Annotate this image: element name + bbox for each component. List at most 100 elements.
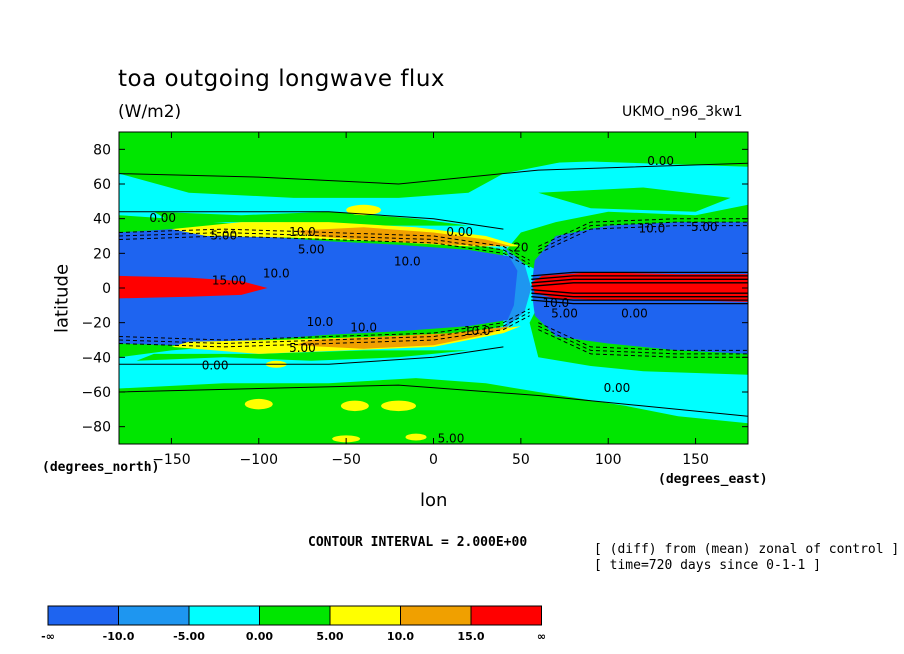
x-tick-label: 100 bbox=[595, 452, 622, 468]
contour-zero-n bbox=[119, 211, 504, 230]
x-tick-label: −150 bbox=[152, 452, 190, 468]
y-tick-label: −80 bbox=[81, 420, 111, 436]
y-tick-label: 40 bbox=[93, 212, 111, 228]
contour-label: 0.00 bbox=[621, 307, 648, 321]
contour-ne-1 bbox=[538, 221, 748, 251]
colorbar-label: 15.0 bbox=[457, 630, 484, 643]
contour-red-e2-1 bbox=[531, 292, 748, 298]
field-red-west bbox=[119, 275, 268, 299]
colorbar-swatch bbox=[47, 605, 119, 626]
contour-se-1 bbox=[538, 325, 748, 355]
contour-fill-layer bbox=[119, 132, 748, 444]
contour-label: 10.0 bbox=[639, 222, 666, 236]
colorbar-swatch bbox=[470, 605, 542, 626]
x-axis-label: lon bbox=[420, 490, 448, 511]
x-axis-units: (degrees_east) bbox=[658, 472, 768, 487]
colorbar-swatch bbox=[259, 605, 331, 626]
colorbar-label: -5.00 bbox=[173, 630, 205, 643]
contour-label: 10.0 bbox=[289, 225, 316, 239]
blob-yellow-2 bbox=[340, 400, 369, 412]
contour-n-1 bbox=[119, 231, 530, 265]
contour-ne-0 bbox=[538, 225, 748, 254]
contour-label: 10.0 bbox=[394, 255, 421, 269]
contour-n-0 bbox=[119, 235, 530, 268]
contour-s-1 bbox=[119, 311, 530, 345]
y-axis-units: (degrees_north) bbox=[42, 460, 160, 475]
contour-label: 5.00 bbox=[210, 229, 237, 243]
difference-note: [ (diff) from (mean) zonal of control ] bbox=[594, 542, 900, 557]
contour-se-0 bbox=[538, 322, 748, 351]
contour-red-e-1 bbox=[531, 278, 748, 284]
y-tick-label: 60 bbox=[93, 177, 111, 193]
field-green-mid-n bbox=[153, 211, 469, 226]
contour-label: 10.0 bbox=[350, 320, 377, 334]
contour-label: 0.00 bbox=[446, 225, 473, 239]
contour-s-0 bbox=[119, 308, 530, 341]
contour-label: 20 bbox=[513, 241, 528, 255]
contour-red-e2-0 bbox=[531, 289, 748, 294]
colorbar-label: 10.0 bbox=[387, 630, 414, 643]
blob-yellow-5 bbox=[405, 433, 427, 441]
field-green-south bbox=[119, 388, 748, 444]
field-orange-north bbox=[293, 227, 513, 247]
field-green-ne bbox=[538, 187, 731, 212]
blob-yellow-6 bbox=[346, 204, 382, 216]
model-name: UKMO_n96_3kw1 bbox=[622, 104, 743, 120]
colorbar-label: -∞ bbox=[41, 630, 55, 643]
y-tick-label: −40 bbox=[81, 350, 111, 366]
contour-zero-polar-n bbox=[119, 162, 748, 185]
contour-label: 5.00 bbox=[438, 431, 465, 445]
contour-label: 10.0 bbox=[263, 267, 290, 281]
contour-red-e-0 bbox=[531, 282, 748, 287]
y-tick-label: 0 bbox=[102, 281, 111, 297]
field-mid-blue bbox=[503, 246, 532, 330]
x-tick-label: −100 bbox=[240, 452, 278, 468]
contour-label: 10.0 bbox=[542, 296, 569, 310]
x-tick-label: 0 bbox=[429, 452, 438, 468]
y-tick-label: −60 bbox=[81, 385, 111, 401]
contour-line-layer bbox=[119, 162, 748, 417]
contour-label: 5.00 bbox=[289, 341, 316, 355]
contour-interval-text: CONTOUR INTERVAL = 2.000E+00 bbox=[308, 535, 528, 550]
contour-label: 5.00 bbox=[551, 307, 578, 321]
x-axis-ticks: −150 −100 −50 0 50 100 150 bbox=[152, 132, 709, 468]
contour-label: 10.0 bbox=[307, 315, 334, 329]
x-tick-label: 150 bbox=[682, 452, 709, 468]
contour-n-2 bbox=[119, 228, 530, 261]
colorbar-swatch bbox=[118, 605, 190, 626]
contour-label: 0.00 bbox=[149, 211, 176, 225]
contour-zero-polar-s bbox=[119, 384, 748, 417]
colorbar-label: 5.00 bbox=[316, 630, 343, 643]
contour-label: 0.00 bbox=[202, 359, 229, 373]
chart-title: toa outgoing longwave flux bbox=[118, 66, 446, 92]
contour-zero-s bbox=[119, 346, 504, 365]
contour-label: 15.00 bbox=[212, 274, 246, 288]
colorbar: -∞ -10.0 -5.00 0.00 5.00 10.0 15.0 ∞ bbox=[41, 605, 546, 643]
y-tick-label: 20 bbox=[93, 246, 111, 262]
contour-ne-2 bbox=[538, 218, 748, 247]
y-axis-ticks: 80 60 40 20 0 −20 −40 −60 −80 bbox=[81, 142, 748, 436]
time-note: [ time=720 days since 0-1-1 ] bbox=[594, 558, 821, 573]
contour-label: 5.00 bbox=[298, 242, 325, 256]
y-tick-label: 80 bbox=[93, 142, 111, 158]
contour-s-2 bbox=[119, 315, 530, 348]
field-green-mid-s bbox=[136, 350, 469, 361]
colorbar-label: ∞ bbox=[537, 630, 546, 643]
y-tick-label: −20 bbox=[81, 316, 111, 332]
contour-red-e-2 bbox=[531, 275, 748, 280]
colorbar-swatch bbox=[188, 605, 260, 626]
contour-label: 10.0 bbox=[464, 324, 491, 338]
field-green-north bbox=[119, 132, 748, 198]
contour-se-2 bbox=[538, 329, 748, 358]
colorbar-label: -10.0 bbox=[103, 630, 135, 643]
colorbar-label: 0.00 bbox=[246, 630, 273, 643]
contour-label: 0.00 bbox=[647, 154, 674, 168]
colorbar-swatch bbox=[329, 605, 401, 626]
colorbar-swatch bbox=[400, 605, 472, 626]
blob-yellow-1 bbox=[244, 398, 273, 410]
contour-label: 0.00 bbox=[604, 381, 631, 395]
contour-red-e-3 bbox=[531, 271, 748, 277]
contour-red-e2-2 bbox=[531, 296, 748, 301]
